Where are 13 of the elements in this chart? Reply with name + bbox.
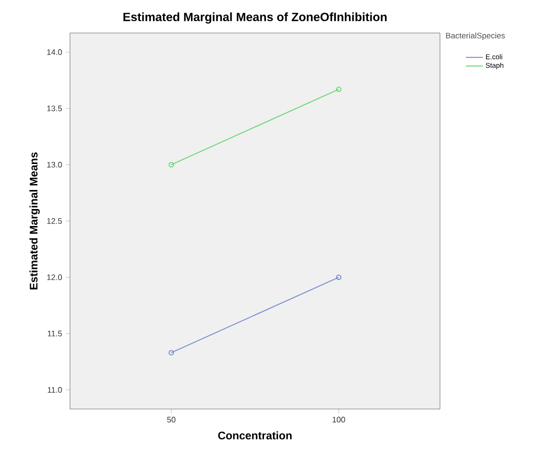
chart-title: Estimated Marginal Means of ZoneOfInhibition <box>123 12 387 24</box>
y-tick-label: 11.0 <box>48 387 62 393</box>
y-tick-label: 12.0 <box>47 274 62 280</box>
x-axis-title: Concentration <box>218 431 292 440</box>
x-tick-label: 100 <box>332 416 346 422</box>
y-tick-label: 11.5 <box>48 330 62 336</box>
y-tick-label: 13.0 <box>47 162 62 168</box>
y-tick-label: 13.5 <box>47 106 62 112</box>
y-axis-title: Estimated Marginal Means <box>29 152 40 290</box>
legend-title: BacterialSpecies <box>446 32 505 40</box>
y-tick-label: 14.0 <box>47 49 62 55</box>
x-tick-label: 50 <box>167 416 176 422</box>
y-tick-label: 12.5 <box>47 218 62 224</box>
